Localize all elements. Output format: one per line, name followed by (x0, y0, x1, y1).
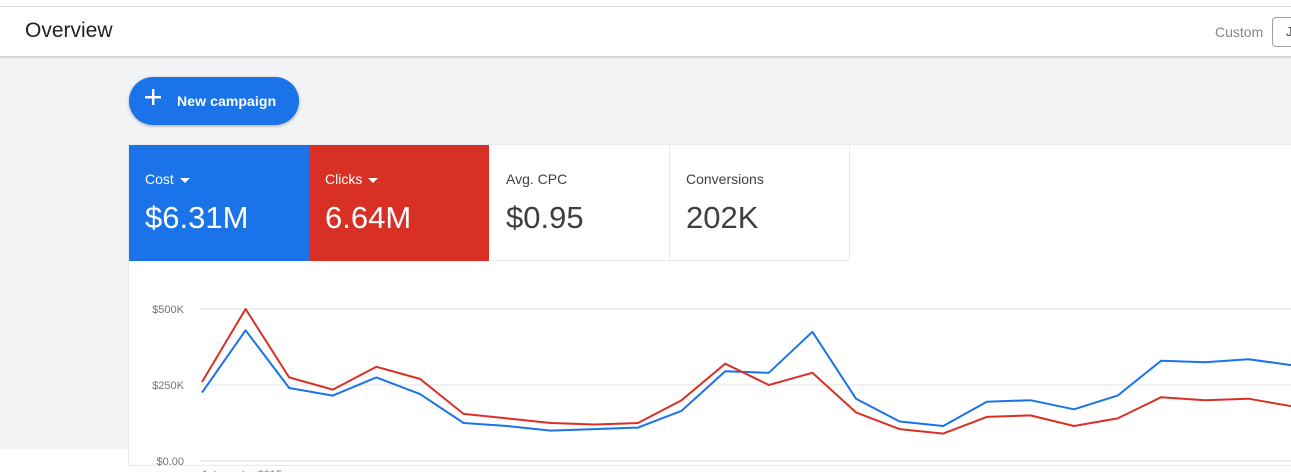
series-line[interactable] (201, 329, 1291, 432)
metric-clicks-value: 6.64M (325, 200, 412, 235)
date-range-picker[interactable]: J (1272, 17, 1291, 47)
top-header: Overview Custom J (0, 6, 1291, 57)
metric-avg-cpc-value: $0.95 (506, 200, 584, 235)
page-title: Overview (25, 19, 113, 42)
main-content: New campaign Cost $6.31M Clicks 6.64M Av… (0, 57, 1291, 472)
dropdown-caret-icon (179, 177, 190, 183)
metric-avg-cpc-label: Avg. CPC (506, 171, 568, 187)
line-chart: $500K$250K$0.001st quarter 2015 (152, 304, 1291, 472)
metric-tile-clicks[interactable]: Clicks 6.64M (309, 145, 489, 261)
y-tick-label: $0.00 (156, 456, 184, 468)
dropdown-caret-icon (368, 177, 379, 183)
metric-tile-avg-cpc[interactable]: Avg. CPC $0.95 (490, 145, 670, 261)
plus-icon (145, 89, 161, 105)
metric-tile-conversions[interactable]: Conversions 202K (670, 145, 850, 261)
metric-cost-label[interactable]: Cost (145, 171, 190, 187)
metric-conversions-value: 202K (686, 200, 759, 235)
y-tick-label: $250K (152, 380, 184, 392)
date-range-picker-text: J (1286, 24, 1291, 39)
date-range-label[interactable]: Custom (1215, 24, 1264, 40)
metric-tile-cost[interactable]: Cost $6.31M (129, 145, 309, 261)
y-tick-label: $500K (152, 304, 184, 316)
metric-clicks-label[interactable]: Clicks (325, 171, 379, 187)
metric-conversions-label: Conversions (686, 171, 764, 187)
new-campaign-button[interactable]: New campaign (129, 77, 299, 125)
metric-cost-value: $6.31M (145, 200, 249, 235)
new-campaign-label: New campaign (177, 93, 277, 109)
series-line[interactable] (201, 308, 1291, 435)
performance-card: Cost $6.31M Clicks 6.64M Avg. CPC $0.95 … (128, 144, 1291, 472)
